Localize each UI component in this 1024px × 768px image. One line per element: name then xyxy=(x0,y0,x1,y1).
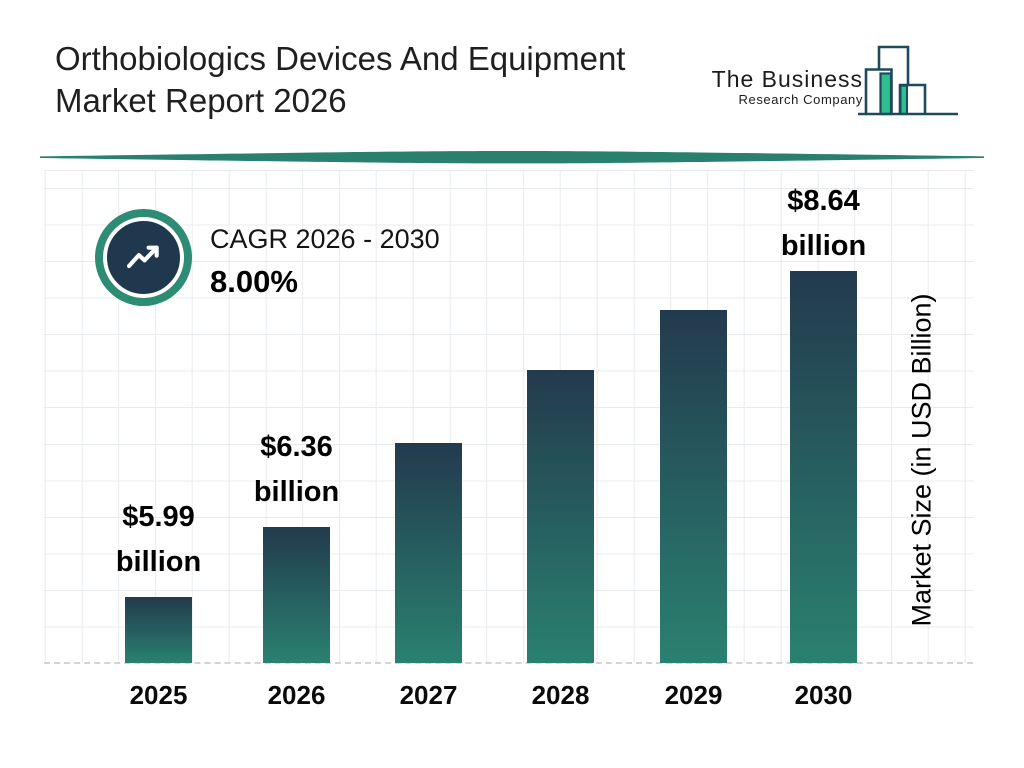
bar-value-label-2030: $8.64 billion xyxy=(780,185,867,262)
x-axis-label-2030: 2030 xyxy=(794,680,853,710)
trending-up-icon xyxy=(126,245,159,268)
logo-text: The Business Research Company xyxy=(712,66,863,107)
y-axis-label: Market Size (in USD Billion) xyxy=(906,293,937,627)
company-logo: The Business Research Company xyxy=(690,40,980,125)
x-axis-baseline xyxy=(44,662,973,664)
logo-subname: Research Company xyxy=(738,92,863,107)
bar-2029 xyxy=(660,310,727,663)
cagr-badge-core xyxy=(103,217,184,298)
bar-2027 xyxy=(395,443,462,663)
cagr-value: 8.00% xyxy=(210,264,298,299)
cagr-period-label: CAGR 2026 - 2030 xyxy=(210,224,440,254)
bar-2025 xyxy=(125,597,192,663)
bar-value-label-2025: $5.99 billion xyxy=(115,501,202,578)
x-axis-label-2025: 2025 xyxy=(129,680,188,710)
logo-bar-chart-icon xyxy=(858,45,958,116)
logo-name: The Business xyxy=(711,66,863,92)
x-axis-label-2029: 2029 xyxy=(664,680,723,710)
cagr-text-block: CAGR 2026 - 2030 8.00% xyxy=(210,222,440,302)
bar-2026 xyxy=(263,527,330,663)
bar-2028 xyxy=(527,370,594,663)
bar-2030 xyxy=(790,271,857,663)
cagr-badge xyxy=(95,209,192,306)
x-axis-label-2026: 2026 xyxy=(267,680,326,710)
x-axis-label-2027: 2027 xyxy=(399,680,458,710)
page-title: Orthobiologics Devices And Equipment Mar… xyxy=(55,40,626,120)
divider-line xyxy=(40,151,984,164)
bar-value-label-2026: $6.36 billion xyxy=(253,431,340,508)
x-axis-label-2028: 2028 xyxy=(531,680,590,710)
